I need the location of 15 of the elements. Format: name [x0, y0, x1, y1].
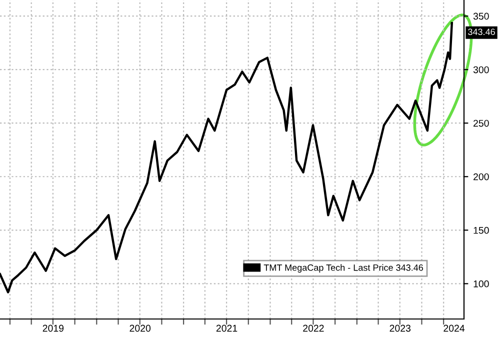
- x-tick-label: 2022: [303, 324, 324, 332]
- x-tick-label: 2021: [216, 324, 238, 332]
- y-tick-label: 300: [473, 66, 489, 74]
- y-tick-label: 200: [474, 173, 489, 180]
- x-tick-label: 2023: [390, 324, 411, 332]
- y-tick-label: 250: [474, 120, 489, 127]
- legend-label: TMT MegaCap Tech - Last Price 343.46: [264, 264, 424, 273]
- annotation: 343.46: [468, 28, 495, 36]
- line-series: [0, 22, 453, 294]
- y-tick-label: 350: [473, 12, 489, 20]
- x-tick-label: 2024: [444, 324, 465, 332]
- x-tick-label: 2020: [130, 324, 151, 332]
- y-tick-label: 150: [474, 226, 489, 234]
- y-tick-label: 100: [474, 280, 489, 288]
- x-tick-label: 2019: [42, 324, 64, 332]
